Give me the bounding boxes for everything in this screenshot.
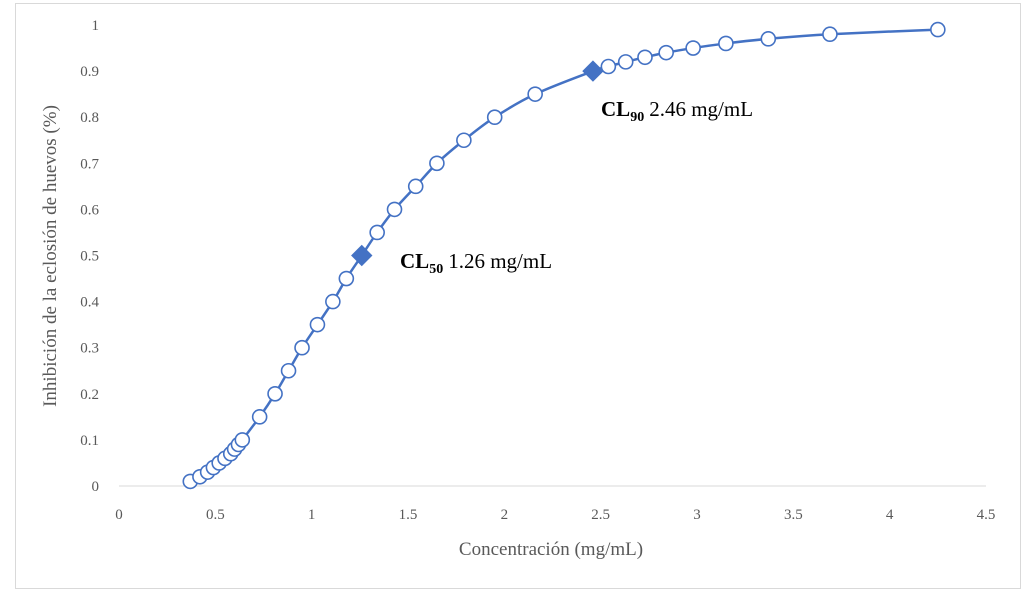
data-point-circle: [600, 58, 617, 75]
x-axis-ticks: 0 0.5 1 1.5 2 2.5 3 3.5 4 4.5: [115, 507, 995, 523]
y-tick-label: 0.7: [80, 156, 99, 172]
data-point-circle: [429, 155, 445, 172]
y-axis-ticks: 0 0.1 0.2 0.3 0.4 0.5 0.6 0.7 0.8 0.9 1: [80, 18, 99, 495]
x-tick-label: 0.5: [206, 507, 225, 523]
data-point-circle: [527, 86, 543, 102]
annotation-cl50: CL50 1.26 mg/mL: [400, 249, 552, 277]
chart-frame: [15, 3, 1021, 589]
data-point-circle: [309, 316, 326, 333]
y-tick-label: 0.6: [80, 202, 99, 218]
x-tick-label: 1.5: [399, 507, 418, 523]
data-point-diamond: [351, 244, 373, 267]
y-tick-label: 0.4: [80, 295, 99, 311]
y-tick-label: 0.8: [80, 110, 99, 126]
series-diamond-markers: [351, 60, 604, 267]
data-point-circle: [325, 293, 341, 310]
x-tick-label: 4.5: [977, 507, 996, 523]
x-tick-label: 2: [501, 507, 509, 523]
data-point-circle: [456, 132, 472, 149]
data-point-circle: [617, 54, 634, 70]
x-tick-label: 0: [115, 507, 123, 523]
x-tick-label: 2.5: [591, 507, 610, 523]
data-point-circle: [407, 178, 424, 195]
data-point-circle: [822, 26, 838, 43]
data-point-circle: [234, 432, 251, 448]
x-tick-label: 3: [693, 507, 701, 523]
x-tick-label: 1: [308, 507, 316, 523]
y-tick-label: 0.1: [80, 433, 99, 449]
series-circle-markers: [182, 21, 946, 490]
data-point-circle: [718, 35, 734, 52]
y-tick-label: 0.2: [80, 387, 99, 403]
y-axis-title: Inhibición de la eclosión de huevos (%): [40, 105, 61, 407]
annotation-cl90: CL90 2.46 mg/mL: [601, 97, 753, 125]
x-axis-title: Concentración (mg/mL): [459, 539, 643, 560]
data-point-circle: [637, 49, 653, 66]
data-point-circle: [267, 385, 283, 402]
data-point-circle: [760, 31, 777, 47]
y-tick-label: 0.9: [80, 64, 99, 80]
y-tick-label: 1: [92, 18, 100, 34]
data-point-circle: [251, 409, 268, 425]
x-tick-label: 4: [886, 507, 894, 523]
series-curve-line: [189, 28, 938, 483]
y-tick-label: 0.5: [80, 249, 99, 265]
data-point-circle: [386, 201, 403, 218]
data-point-circle: [338, 270, 355, 287]
data-point-circle: [486, 109, 503, 125]
data-point-circle: [658, 44, 674, 61]
data-point-circle: [369, 224, 385, 241]
data-point-circle: [685, 40, 701, 56]
data-point-circle: [280, 362, 297, 379]
data-point-diamond: [582, 60, 604, 82]
data-point-circle: [930, 21, 946, 38]
x-tick-label: 3.5: [784, 507, 803, 523]
data-point-circle: [294, 339, 310, 356]
y-tick-label: 0.3: [80, 341, 99, 357]
y-tick-label: 0: [92, 479, 100, 495]
